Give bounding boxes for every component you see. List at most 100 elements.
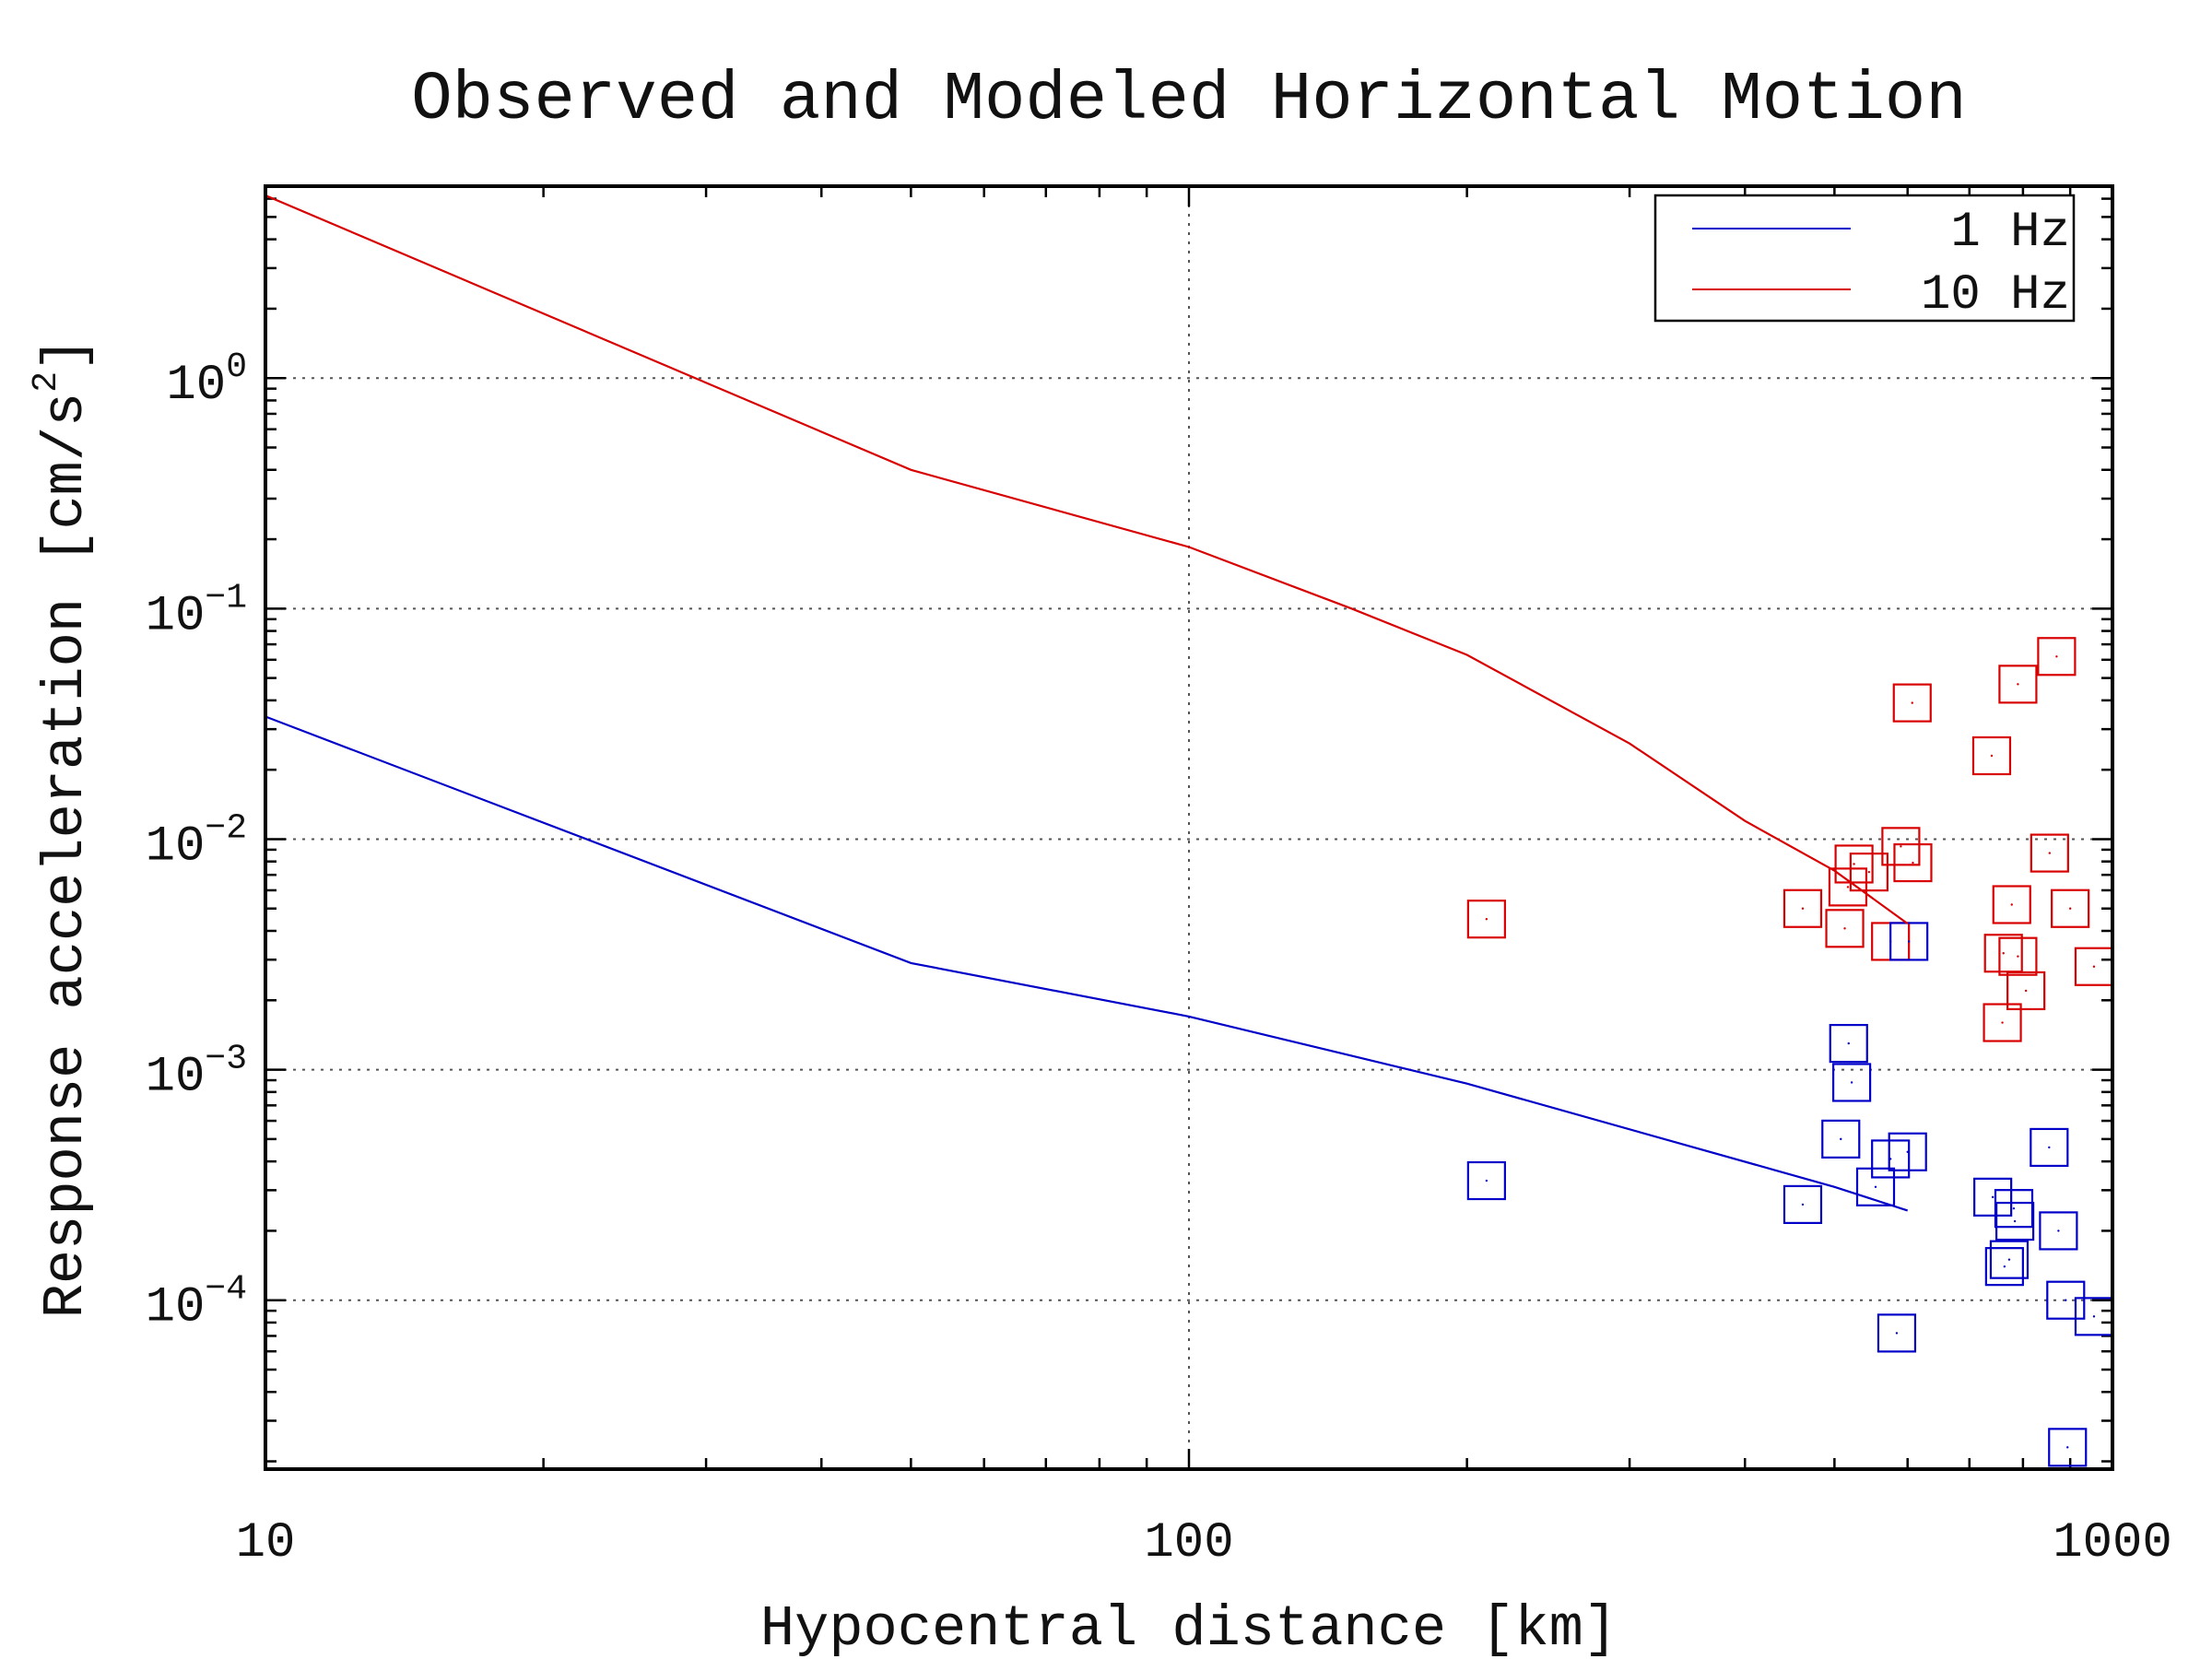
observation-center xyxy=(2092,965,2096,968)
observation-center xyxy=(2068,907,2072,910)
observation-marker xyxy=(1783,888,1823,928)
observation-marker xyxy=(1889,922,1929,961)
series-line-1hz xyxy=(265,715,1909,1212)
observation-marker xyxy=(1995,1201,2035,1241)
observation-center xyxy=(1912,861,1914,865)
observation-marker xyxy=(2039,1211,2078,1251)
observation-marker xyxy=(2006,971,2046,1011)
observation-marker xyxy=(1998,665,2038,704)
y-axis-label: Response acceleration [cm/s2] xyxy=(27,337,99,1319)
observation-center xyxy=(2002,952,2005,955)
observation-center xyxy=(2007,1258,2011,1261)
observation-center xyxy=(2003,1265,2006,1268)
observation-center xyxy=(1867,870,1871,874)
observation-center xyxy=(1801,907,1805,910)
observation-center xyxy=(1990,754,1994,758)
observation-center xyxy=(1900,845,1902,848)
plot-area xyxy=(265,194,2112,1467)
observation-center xyxy=(1991,1195,1994,1199)
observation-marker xyxy=(1849,853,1888,892)
observation-marker xyxy=(1871,1139,1911,1179)
x-tick-label: 10 xyxy=(236,1515,296,1571)
observation-marker xyxy=(1834,844,1874,884)
observations-10hz xyxy=(1466,637,2112,1042)
observation-center xyxy=(2057,1230,2060,1232)
observation-marker xyxy=(1992,885,2031,924)
observation-marker xyxy=(1892,683,1932,723)
legend-label-10hz: 10 Hz xyxy=(1921,267,2070,324)
observation-center xyxy=(1850,1081,1853,1084)
observation-center xyxy=(2013,1219,2017,1223)
observation-marker xyxy=(1998,936,2038,976)
observation-center xyxy=(2017,955,2019,958)
observation-marker xyxy=(1994,1189,2034,1229)
x-tick-labels: 10 100 1000 xyxy=(236,1515,2172,1571)
observation-marker xyxy=(1821,1119,1861,1159)
observation-marker xyxy=(1983,934,2023,973)
observation-marker xyxy=(1828,867,1868,907)
observation-center xyxy=(2066,1446,2069,1449)
grid xyxy=(265,186,2112,1469)
chart-title: Observed and Modeled Horizontal Motion xyxy=(411,62,1966,139)
observations-1hz xyxy=(1466,922,2112,1467)
observation-center xyxy=(2010,903,2013,906)
observation-center xyxy=(1485,1179,1488,1182)
observation-center xyxy=(2048,1146,2051,1149)
observation-center xyxy=(1846,886,1850,888)
observation-center xyxy=(1906,1150,1909,1153)
legend-label-1hz: 1 Hz xyxy=(1950,205,2070,261)
observation-marker xyxy=(1466,1160,1506,1201)
observation-marker xyxy=(2046,1280,2086,1320)
legend-box xyxy=(1653,194,2076,323)
observation-center xyxy=(2012,1206,2016,1210)
observation-marker xyxy=(1888,1132,1927,1171)
x-axis-label: Hypocentral distance [km] xyxy=(760,1596,1618,1659)
observation-marker xyxy=(1825,909,1865,948)
observation-marker xyxy=(2051,888,2090,928)
observation-center xyxy=(1853,863,1855,865)
observation-center xyxy=(1485,918,1488,921)
y-tick-label: 10−1 xyxy=(146,578,247,644)
observation-center xyxy=(2017,683,2019,686)
observation-center xyxy=(1801,1203,1805,1206)
observation-marker xyxy=(1855,1167,1896,1206)
observation-marker xyxy=(2048,1428,2088,1467)
observation-center xyxy=(1840,1137,1842,1141)
observation-center xyxy=(1843,927,1846,930)
y-tick-label: 10−2 xyxy=(146,808,247,875)
observation-center xyxy=(1874,1185,1877,1189)
observation-marker xyxy=(2030,1127,2069,1168)
observation-marker xyxy=(1877,1313,1917,1353)
observation-marker xyxy=(1983,1003,2022,1042)
observation-marker xyxy=(2030,833,2069,873)
observation-marker xyxy=(1466,900,1506,939)
y-tick-label: 100 xyxy=(166,347,247,414)
observation-marker xyxy=(2037,637,2077,677)
observation-marker xyxy=(1783,1184,1823,1225)
observation-center xyxy=(1911,701,1913,704)
y-tick-label: 10−3 xyxy=(146,1040,247,1106)
observation-marker xyxy=(1829,1023,1868,1064)
observation-center xyxy=(1907,940,1911,943)
plot-frame xyxy=(264,184,2114,1471)
observation-center xyxy=(2065,1299,2067,1301)
observation-center xyxy=(2024,989,2028,993)
observation-center xyxy=(2092,1315,2096,1318)
observation-marker xyxy=(1881,827,1921,866)
observation-center xyxy=(2048,852,2052,854)
x-tick-label: 1000 xyxy=(2053,1515,2172,1571)
observation-marker xyxy=(1973,1177,2013,1217)
x-tick-label: 100 xyxy=(1144,1515,1233,1571)
y-tick-label: 10−4 xyxy=(146,1270,247,1336)
observation-center xyxy=(1895,1332,1899,1335)
y-tick-labels: 100 10−1 10−2 10−3 10−4 xyxy=(146,347,247,1335)
y-axis-label-main: Response acceleration [cm/s xyxy=(33,393,99,1319)
observation-marker xyxy=(1984,1247,2024,1287)
observation-center xyxy=(2001,1021,2004,1024)
y-axis-label-suffix: ] xyxy=(33,337,99,371)
observation-center xyxy=(2055,655,2058,658)
observation-marker xyxy=(1893,842,1933,883)
observation-marker xyxy=(1971,735,2012,776)
